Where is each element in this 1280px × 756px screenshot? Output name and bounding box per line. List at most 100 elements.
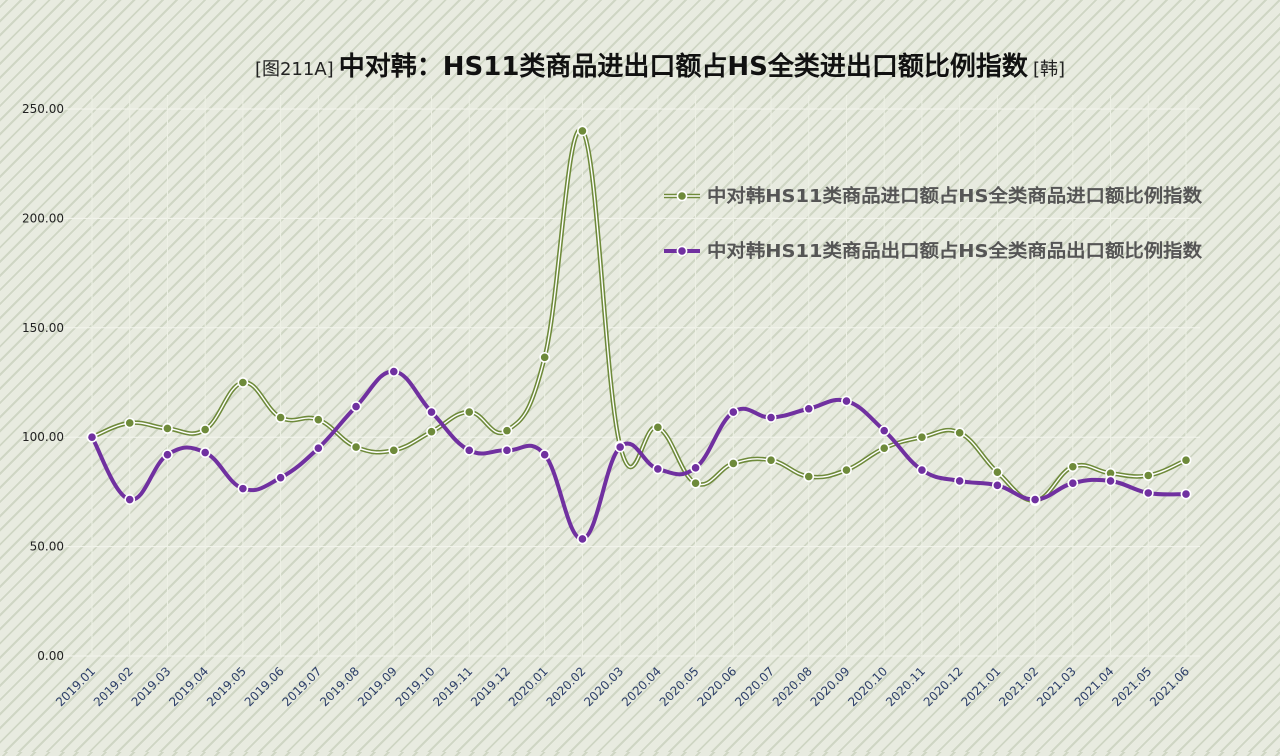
data-point	[954, 427, 966, 439]
series-lines	[86, 125, 1192, 545]
data-point	[765, 454, 777, 466]
x-tick-label: 2019.04	[166, 664, 211, 709]
data-point	[312, 414, 324, 426]
series-2	[86, 366, 1192, 545]
x-tick-label: 2019.03	[129, 664, 174, 709]
data-point	[878, 442, 890, 454]
data-point	[690, 477, 701, 489]
data-point	[803, 403, 815, 415]
data-point	[690, 462, 701, 474]
x-tick-label: 2020.11	[883, 664, 928, 709]
legend-marker	[676, 245, 688, 257]
chart-title-main: 中对韩：HS11类商品进出口额占HS全类进出口额比例指数	[339, 51, 1029, 82]
data-point	[539, 351, 551, 363]
data-point	[463, 406, 475, 418]
data-point	[1105, 475, 1116, 487]
data-point	[388, 366, 400, 377]
data-point	[1180, 488, 1192, 500]
y-tick-label: 100.00	[22, 430, 64, 444]
data-point	[577, 533, 588, 545]
x-tick-label: 2021.04	[1072, 664, 1117, 709]
data-point	[463, 444, 475, 456]
legend-label: 中对韩HS11类商品出口额占HS全类商品出口额比例指数	[707, 240, 1203, 262]
data-point	[312, 442, 324, 454]
data-point	[388, 444, 400, 456]
x-tick-label: 2021.02	[996, 664, 1041, 709]
x-tick-label: 2020.05	[657, 664, 702, 709]
data-point	[652, 463, 664, 475]
x-tick-label: 2020.12	[921, 664, 966, 709]
data-point	[162, 449, 173, 461]
data-point	[426, 406, 437, 418]
x-tick-label: 2019.09	[355, 664, 400, 709]
legend-label: 中对韩HS11类商品进口额占HS全类商品进口额比例指数	[707, 185, 1203, 207]
chart-title-suffix: [韩]	[1033, 59, 1065, 80]
legend-marker	[676, 190, 688, 202]
data-point	[1142, 470, 1154, 481]
legend-item-2: 中对韩HS11类商品出口额占HS全类商品出口额比例指数	[664, 240, 1203, 262]
data-point	[577, 125, 588, 137]
x-tick-label: 2020.01	[506, 664, 551, 709]
x-tick-label: 2020.09	[808, 664, 853, 709]
x-tick-label: 2019.08	[317, 664, 362, 709]
x-tick-label: 2020.02	[544, 664, 589, 709]
data-point	[1067, 461, 1079, 473]
data-point	[991, 466, 1003, 478]
x-tick-label: 2021.01	[959, 664, 1004, 709]
y-tick-label: 50.00	[30, 540, 64, 554]
y-tick-label: 250.00	[22, 102, 64, 116]
data-point	[86, 431, 98, 443]
x-tick-label: 2021.06	[1147, 664, 1192, 709]
x-tick-label: 2021.03	[1034, 664, 1079, 709]
data-point	[275, 412, 287, 423]
data-point	[878, 425, 890, 437]
data-point	[162, 423, 173, 434]
data-point	[727, 458, 739, 469]
data-point	[614, 441, 626, 453]
data-point	[501, 444, 513, 456]
data-point	[916, 464, 928, 476]
data-point	[350, 401, 362, 412]
x-tick-label: 2019.11	[430, 664, 475, 709]
x-tick-label: 2020.03	[581, 664, 626, 709]
x-tick-label: 2020.07	[732, 664, 777, 709]
series-line-inner	[91, 129, 1187, 502]
x-tick-label: 2020.04	[619, 664, 664, 709]
data-point	[199, 447, 211, 458]
data-point	[350, 441, 362, 453]
data-point	[1142, 487, 1154, 499]
data-point	[1180, 454, 1192, 466]
y-tick-label: 200.00	[22, 211, 64, 225]
grid-lines	[40, 95, 1200, 657]
y-tick-label: 150.00	[22, 321, 64, 335]
series-1	[86, 125, 1192, 507]
x-tick-label: 2019.07	[279, 664, 324, 709]
data-point	[124, 494, 136, 505]
y-axis: 0.00 50.00 100.00 150.00 200.00 250.00	[22, 102, 64, 663]
data-point	[765, 412, 777, 423]
data-point	[1067, 477, 1079, 489]
x-tick-label: 2020.10	[845, 664, 890, 709]
data-point	[803, 471, 815, 482]
data-point	[916, 431, 928, 443]
legend: 中对韩HS11类商品进口额占HS全类商品进口额比例指数中对韩HS11类商品出口额…	[664, 185, 1203, 262]
data-point	[991, 479, 1003, 491]
data-point	[199, 424, 211, 435]
x-tick-label: 2019.05	[204, 664, 249, 709]
chart-title-prefix: [图211A]	[255, 59, 334, 80]
data-point	[426, 426, 437, 438]
data-point	[501, 425, 513, 437]
x-tick-label: 2019.12	[468, 664, 513, 709]
data-point	[1029, 494, 1041, 505]
data-point	[727, 406, 739, 418]
x-tick-label: 2020.06	[694, 664, 739, 709]
data-point	[841, 395, 852, 407]
y-tick-label: 0.00	[37, 649, 64, 663]
x-tick-label: 2019.10	[393, 664, 438, 709]
data-point	[237, 377, 249, 388]
data-point	[652, 421, 664, 433]
x-tick-label: 2019.01	[53, 664, 98, 709]
data-point	[539, 449, 551, 461]
